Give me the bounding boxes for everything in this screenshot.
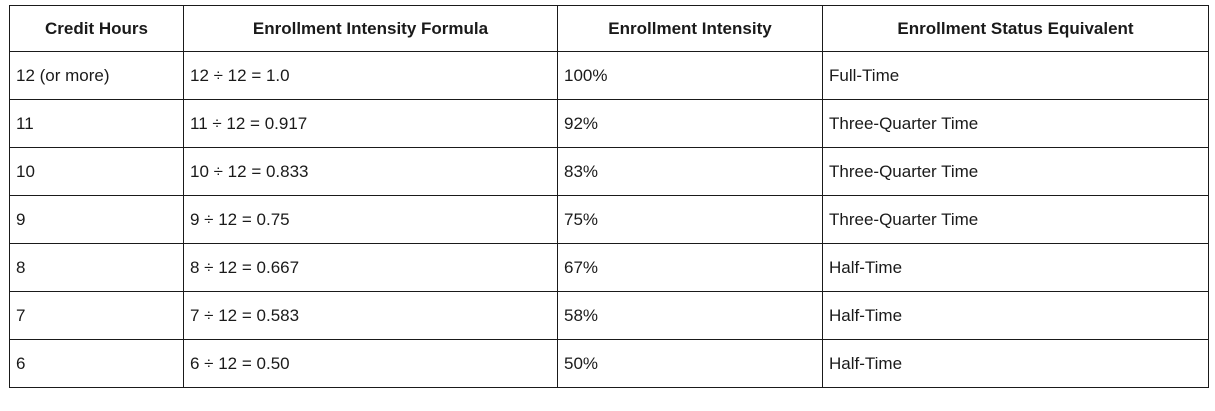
enrollment-intensity-table: Credit Hours Enrollment Intensity Formul… <box>9 5 1209 388</box>
cell-credit-hours: 7 <box>9 291 184 340</box>
cell-status: Half-Time <box>822 339 1209 388</box>
cell-credit-hours: 11 <box>9 99 184 148</box>
cell-credit-hours: 9 <box>9 195 184 244</box>
table-row: 11 11 ÷ 12 = 0.917 92% Three-Quarter Tim… <box>9 99 1209 148</box>
table-row: 12 (or more) 12 ÷ 12 = 1.0 100% Full-Tim… <box>9 51 1209 100</box>
cell-status: Three-Quarter Time <box>822 195 1209 244</box>
table-row: 6 6 ÷ 12 = 0.50 50% Half-Time <box>9 339 1209 388</box>
cell-credit-hours: 6 <box>9 339 184 388</box>
cell-intensity: 75% <box>557 195 823 244</box>
cell-status: Full-Time <box>822 51 1209 100</box>
cell-status: Half-Time <box>822 291 1209 340</box>
cell-credit-hours: 12 (or more) <box>9 51 184 100</box>
header-row: Credit Hours Enrollment Intensity Formul… <box>9 5 1209 52</box>
header-enrollment-intensity: Enrollment Intensity <box>557 5 823 52</box>
cell-formula: 12 ÷ 12 = 1.0 <box>183 51 558 100</box>
cell-intensity: 67% <box>557 243 823 292</box>
cell-formula: 8 ÷ 12 = 0.667 <box>183 243 558 292</box>
cell-credit-hours: 10 <box>9 147 184 196</box>
cell-formula: 9 ÷ 12 = 0.75 <box>183 195 558 244</box>
table-body: 12 (or more) 12 ÷ 12 = 1.0 100% Full-Tim… <box>9 51 1209 388</box>
cell-status: Half-Time <box>822 243 1209 292</box>
cell-status: Three-Quarter Time <box>822 147 1209 196</box>
table-header: Credit Hours Enrollment Intensity Formul… <box>9 5 1209 52</box>
cell-formula: 10 ÷ 12 = 0.833 <box>183 147 558 196</box>
header-enrollment-intensity-formula: Enrollment Intensity Formula <box>183 5 558 52</box>
cell-intensity: 83% <box>557 147 823 196</box>
cell-intensity: 92% <box>557 99 823 148</box>
cell-formula: 6 ÷ 12 = 0.50 <box>183 339 558 388</box>
table-row: 10 10 ÷ 12 = 0.833 83% Three-Quarter Tim… <box>9 147 1209 196</box>
cell-formula: 11 ÷ 12 = 0.917 <box>183 99 558 148</box>
table-row: 8 8 ÷ 12 = 0.667 67% Half-Time <box>9 243 1209 292</box>
cell-intensity: 58% <box>557 291 823 340</box>
cell-intensity: 100% <box>557 51 823 100</box>
header-credit-hours: Credit Hours <box>9 5 184 52</box>
cell-intensity: 50% <box>557 339 823 388</box>
cell-formula: 7 ÷ 12 = 0.583 <box>183 291 558 340</box>
cell-credit-hours: 8 <box>9 243 184 292</box>
table-row: 7 7 ÷ 12 = 0.583 58% Half-Time <box>9 291 1209 340</box>
table-row: 9 9 ÷ 12 = 0.75 75% Three-Quarter Time <box>9 195 1209 244</box>
cell-status: Three-Quarter Time <box>822 99 1209 148</box>
header-enrollment-status-equivalent: Enrollment Status Equivalent <box>822 5 1209 52</box>
enrollment-intensity-table-container: Credit Hours Enrollment Intensity Formul… <box>9 5 1209 388</box>
